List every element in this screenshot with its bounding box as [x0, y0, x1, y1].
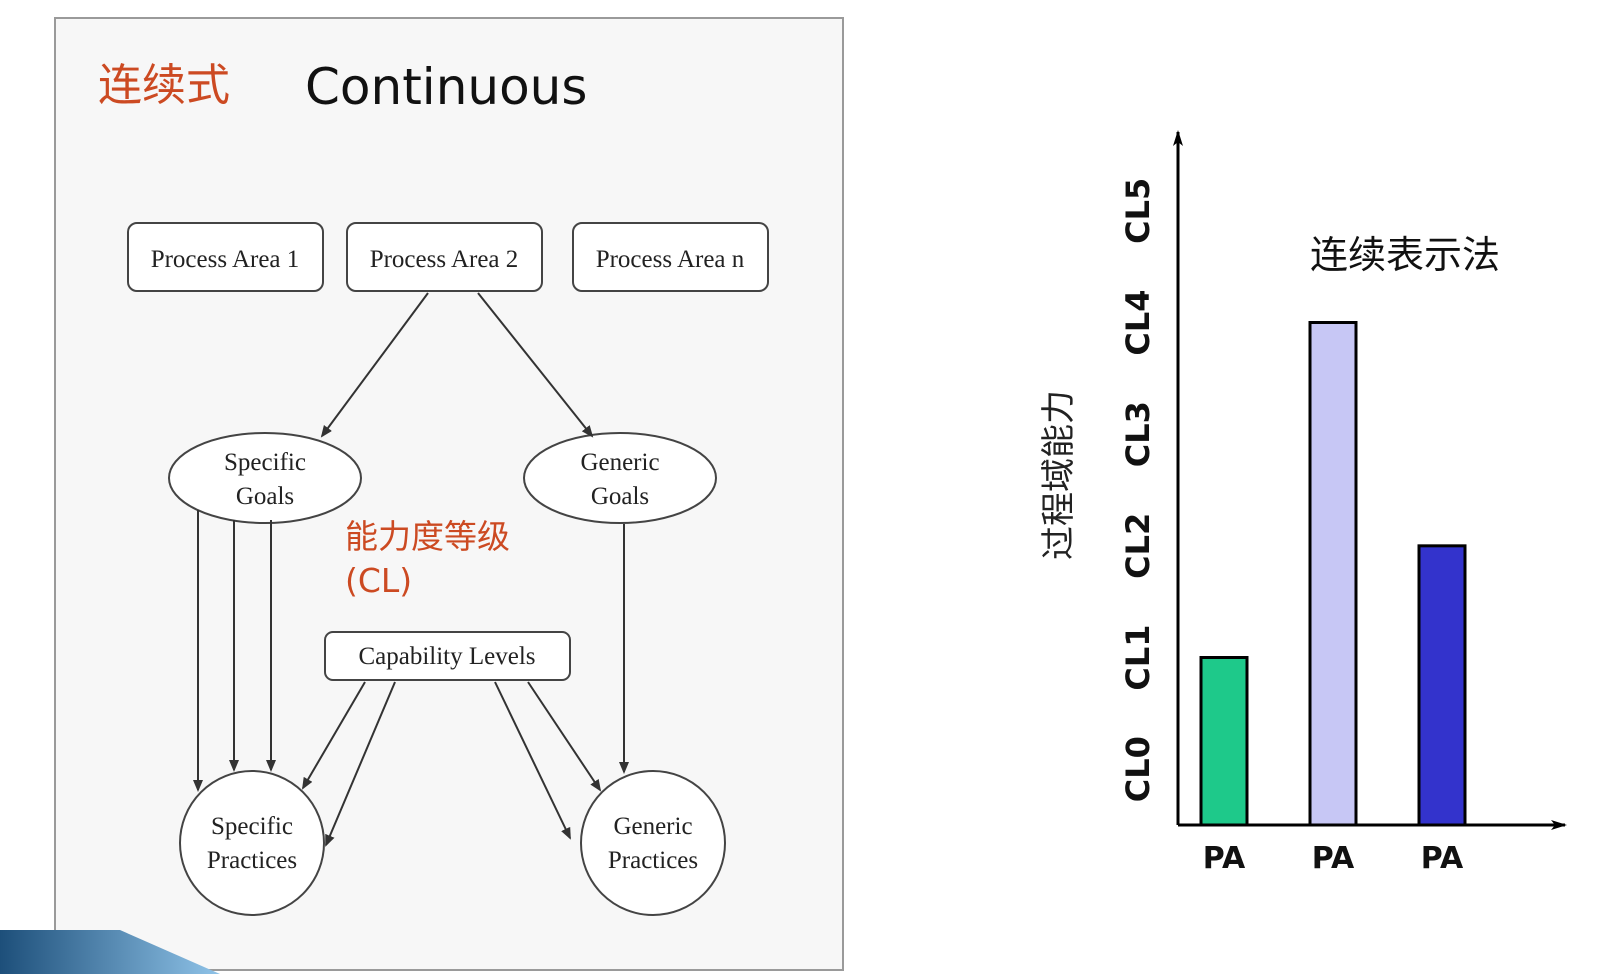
generic-practices-line2: Practices [608, 847, 698, 874]
process-area-n-label: Process Area n [596, 246, 745, 273]
continuous-panel-frame [54, 17, 844, 971]
bar [1308, 321, 1358, 827]
title-continuous: Continuous [305, 58, 587, 116]
process-area-2-label: Process Area 2 [370, 246, 519, 273]
specific-practices-line1: Specific [211, 813, 293, 840]
y-tick-label: CL3 [1119, 401, 1157, 467]
capability-bar-chart: 过程域能力 连续表示法 CL0 CL1 CL2 CL3 CL4 CL5 PA PA PA [1040, 130, 1567, 876]
y-tick-label: CL1 [1119, 624, 1157, 690]
y-axis-label: 过程域能力 [1040, 390, 1078, 560]
process-area-n-box: Process Area n [572, 222, 769, 292]
arrow-pa2-to-specific-goals [320, 292, 429, 438]
process-area-2-box: Process Area 2 [346, 222, 543, 292]
arrow-cl-to-sp-2 [325, 681, 396, 847]
specific-practices-node: Specific Practices [179, 770, 325, 916]
y-tick-label: CL2 [1119, 513, 1157, 579]
arrow-cl-to-gp-2 [527, 681, 602, 792]
capability-level-chinese-label: 能力度等级 [345, 517, 510, 556]
title-chinese: 连续式 [98, 61, 230, 110]
x-tick-label: PA [1312, 841, 1355, 876]
capability-levels-box: Capability Levels [324, 631, 571, 681]
chart-title: 连续表示法 [1310, 233, 1500, 277]
specific-goals-line1: Specific [224, 449, 306, 476]
diagram-arrows [193, 292, 629, 847]
process-area-1-label: Process Area 1 [151, 246, 300, 273]
capability-levels-label: Capability Levels [358, 643, 535, 670]
specific-practices-line2: Practices [207, 847, 297, 874]
bar [1199, 656, 1249, 827]
x-tick-label: PA [1203, 841, 1246, 876]
arrow-cl-to-sp-1 [301, 681, 366, 790]
y-tick-label: CL5 [1119, 178, 1157, 244]
arrow-cl-to-gp-1 [494, 681, 571, 840]
arrow-pa2-to-generic-goals [477, 292, 594, 438]
capability-level-abbr-label: (CL) [345, 561, 412, 600]
generic-goals-node: Generic Goals [523, 432, 717, 524]
corner-decoration [0, 930, 220, 974]
specific-goals-line2: Goals [236, 483, 294, 510]
process-area-1-box: Process Area 1 [127, 222, 324, 292]
generic-practices-node: Generic Practices [580, 770, 726, 916]
generic-practices-line1: Generic [613, 813, 692, 840]
specific-goals-node: Specific Goals [168, 432, 362, 524]
bar [1417, 544, 1467, 827]
x-tick-label: PA [1421, 841, 1464, 876]
y-tick-label: CL0 [1119, 736, 1157, 802]
generic-goals-line2: Goals [591, 483, 649, 510]
y-tick-label: CL4 [1119, 289, 1157, 355]
generic-goals-line1: Generic [580, 449, 659, 476]
